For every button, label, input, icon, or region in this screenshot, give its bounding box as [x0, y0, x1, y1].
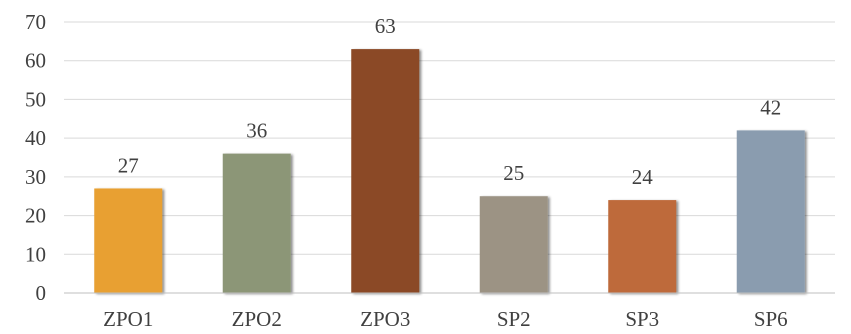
y-tick-label: 50 [25, 87, 46, 111]
data-label: 27 [118, 153, 139, 177]
y-tick-label: 60 [25, 49, 46, 73]
data-label: 42 [760, 95, 781, 119]
x-tick-label: SP2 [497, 307, 531, 331]
gridlines [64, 21, 835, 255]
bar-sp2 [479, 196, 548, 293]
data-label: 36 [246, 119, 267, 143]
y-tick-label: 0 [36, 281, 47, 305]
data-label: 24 [632, 165, 654, 189]
y-tick-label: 30 [25, 165, 46, 189]
x-tick-label: ZPO2 [232, 307, 282, 331]
bar-zpo2 [222, 153, 291, 293]
y-tick-label: 20 [25, 204, 46, 228]
data-labels: 27 36 63 25 24 42 [118, 14, 782, 189]
y-tick-label: 40 [25, 126, 46, 150]
y-tick-label: 70 [25, 10, 46, 34]
bar-sp6 [736, 130, 805, 293]
x-tick-label: ZPO3 [360, 307, 410, 331]
bar-zpo1 [94, 188, 163, 293]
x-tick-label: SP6 [754, 307, 788, 331]
bars [94, 49, 805, 293]
y-tick-label: 10 [25, 242, 46, 266]
x-axis-category-labels: ZPO1 ZPO2 ZPO3 SP2 SP3 SP6 [103, 307, 788, 331]
y-axis-tick-labels: 0 10 20 30 40 50 60 70 [25, 10, 46, 305]
x-tick-label: SP3 [625, 307, 659, 331]
bar-sp3 [608, 200, 677, 293]
bar-zpo3 [351, 49, 420, 293]
data-label: 25 [503, 161, 524, 185]
x-tick-label: ZPO1 [103, 307, 153, 331]
data-label: 63 [375, 14, 396, 38]
